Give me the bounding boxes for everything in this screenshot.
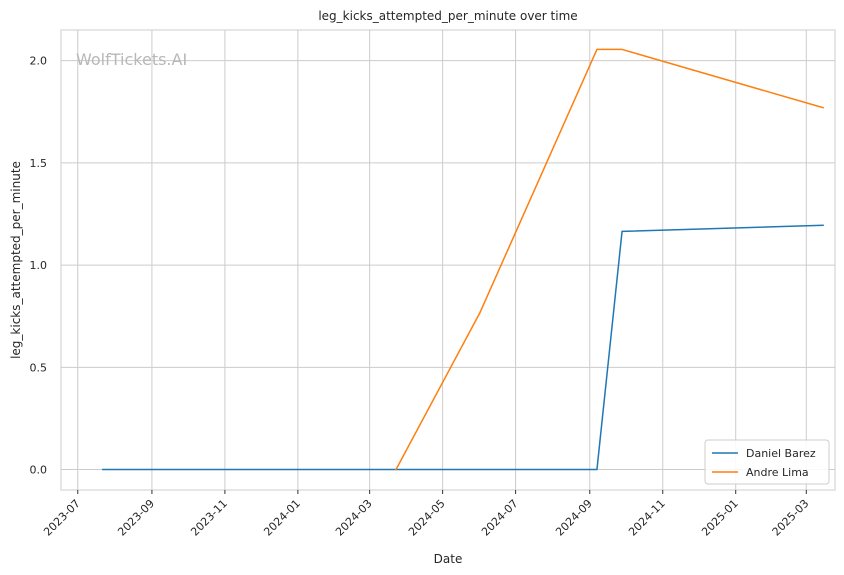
x-tick-label: 2023-07 bbox=[41, 497, 83, 539]
y-tick-label: 1.0 bbox=[30, 259, 48, 272]
legend-box bbox=[704, 439, 830, 485]
plot-area bbox=[60, 29, 836, 491]
x-tick-label: 2024-11 bbox=[626, 497, 668, 539]
series-line bbox=[102, 224, 824, 471]
y-tick-label: 1.5 bbox=[30, 157, 48, 170]
x-tick-label: 2023-09 bbox=[115, 497, 157, 539]
x-axis-title: Date bbox=[434, 552, 463, 566]
x-tick-label: 2024-09 bbox=[553, 497, 595, 539]
y-axis-title: leg_kicks_attempted_per_minute bbox=[9, 161, 23, 359]
y-tick-label: 2.0 bbox=[30, 55, 48, 68]
watermark: WolfTickets.AI bbox=[76, 50, 187, 69]
x-tick-label: 2025-01 bbox=[699, 497, 741, 539]
x-tick-label: 2024-01 bbox=[261, 497, 303, 539]
series-line bbox=[394, 48, 824, 471]
x-tick-label: 2024-05 bbox=[406, 497, 448, 539]
chart-title: leg_kicks_attempted_per_minute over time bbox=[318, 9, 577, 23]
y-tick-label: 0.0 bbox=[30, 464, 48, 477]
x-tick-label: 2024-03 bbox=[333, 497, 375, 539]
x-tick-label: 2025-03 bbox=[770, 497, 812, 539]
x-tick-label: 2024-07 bbox=[479, 497, 521, 539]
legend-label: Andre Lima bbox=[746, 466, 809, 479]
legend-label: Daniel Barez bbox=[746, 447, 816, 460]
x-tick-label: 2023-11 bbox=[188, 497, 230, 539]
series-lines bbox=[102, 48, 824, 471]
y-tick-label: 0.5 bbox=[30, 361, 48, 374]
legend: Daniel Barez Andre Lima bbox=[704, 439, 830, 485]
